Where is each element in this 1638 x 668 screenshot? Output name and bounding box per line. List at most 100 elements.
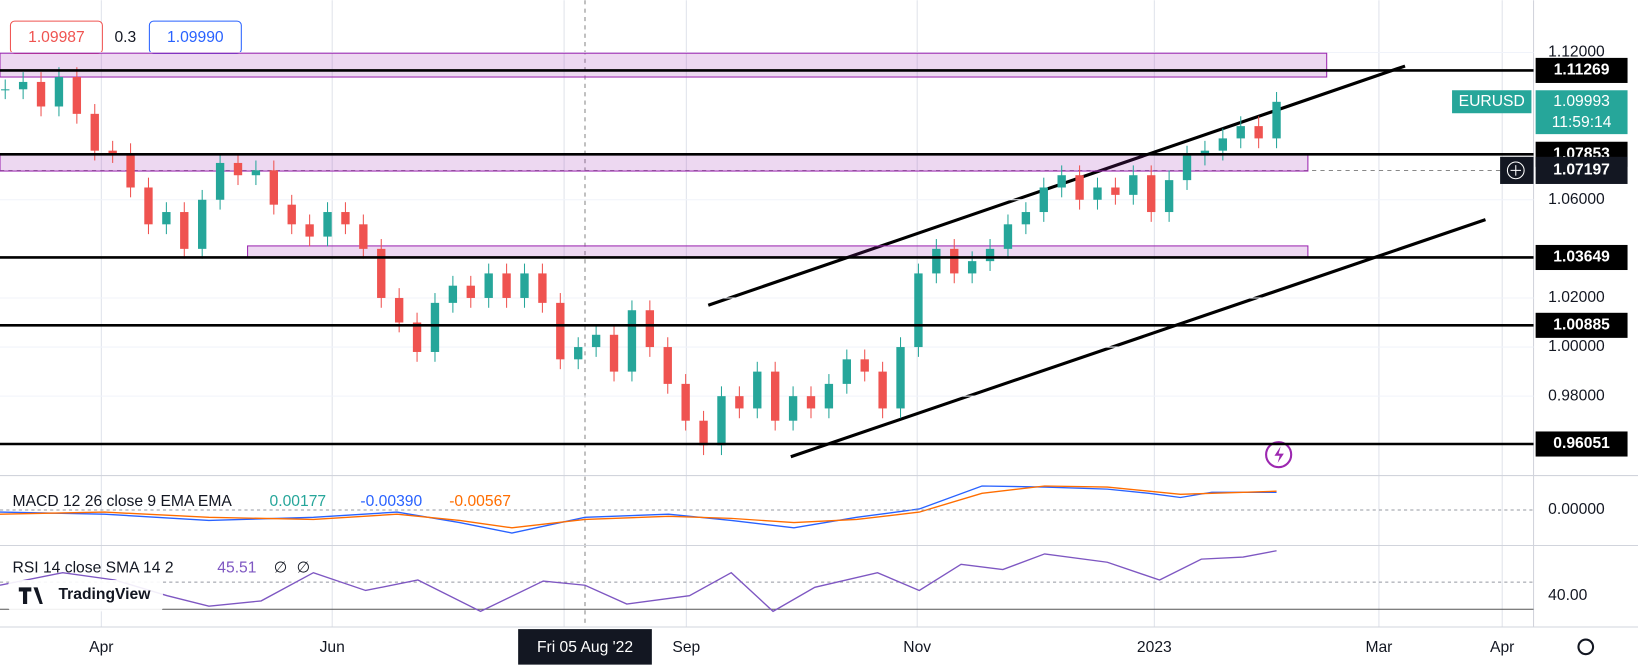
level-label-box	[1535, 312, 1628, 338]
y-tick-label: 1.12000	[1548, 44, 1605, 61]
candle	[753, 371, 762, 409]
last-price: 1.09993	[1553, 93, 1610, 110]
settings-icon[interactable]	[1577, 638, 1595, 656]
rsi-ma: ∅	[274, 560, 288, 577]
y-tick-label: 1.02000	[1548, 289, 1605, 306]
candle	[538, 273, 547, 303]
crosshair-time-box	[518, 629, 652, 665]
crosshair-plus-sign	[1510, 165, 1521, 176]
symbol-name: EURUSD	[1459, 93, 1525, 110]
candle	[556, 302, 565, 360]
candle	[1129, 175, 1138, 195]
candle	[466, 285, 475, 298]
candle	[448, 285, 458, 303]
candle	[430, 302, 440, 352]
candle	[985, 248, 995, 262]
grid	[0, 0, 1534, 628]
candle	[54, 77, 64, 107]
signal-line	[0, 485, 1277, 529]
time-label: Nov	[903, 639, 931, 656]
level-label-box	[1535, 57, 1628, 83]
trend-line[interactable]	[790, 218, 1486, 459]
rsi-axis: 40.00	[1548, 587, 1587, 604]
time-label: Apr	[89, 639, 113, 656]
candle	[198, 199, 207, 249]
macd-title: MACD 12 26 close 9 EMA EMA	[13, 493, 233, 510]
trend-line[interactable]	[707, 64, 1406, 307]
time-label: Apr	[1490, 639, 1514, 656]
candle	[1039, 187, 1048, 213]
time-label: Mar	[1365, 639, 1392, 656]
candle	[144, 187, 153, 225]
candle	[1003, 224, 1013, 249]
crosshair-price: 1.07197	[1553, 162, 1610, 179]
y-tick-label: 1.06000	[1548, 191, 1605, 208]
candle	[126, 153, 135, 188]
candle	[645, 310, 655, 348]
candle	[1218, 138, 1228, 151]
candle	[788, 396, 798, 421]
candle	[699, 420, 708, 446]
zone[interactable]	[0, 52, 1328, 78]
candle	[842, 359, 851, 384]
alert-bolt	[1274, 446, 1284, 464]
macd-hist: 0.00177	[270, 493, 327, 510]
price-box	[1535, 90, 1628, 135]
level-label-box	[1535, 244, 1628, 271]
candle	[72, 77, 82, 114]
time-label: Fri 05 Aug '22	[537, 639, 633, 656]
candle	[1164, 180, 1174, 213]
candle	[824, 383, 834, 409]
candle	[502, 273, 511, 298]
logo[interactable]: TradingView	[59, 586, 152, 603]
candle	[269, 170, 278, 205]
candle	[287, 204, 296, 225]
time-label: 2023	[1137, 639, 1172, 656]
candle	[591, 334, 601, 348]
candle	[717, 396, 726, 446]
rsi-ma: ∅	[297, 560, 311, 577]
candle	[1147, 175, 1156, 213]
zone[interactable]	[247, 245, 1309, 258]
level-label: 1.03649	[1553, 249, 1610, 266]
candle	[1272, 101, 1281, 139]
zone[interactable]	[0, 153, 1309, 172]
candle	[1, 89, 10, 91]
candle	[878, 371, 887, 409]
candle	[932, 248, 941, 274]
candle	[215, 162, 225, 200]
level-label: 0.96051	[1553, 435, 1610, 452]
logo-icon[interactable]	[18, 587, 43, 605]
candle	[1075, 175, 1084, 200]
level-label-box	[1535, 431, 1628, 457]
candle	[180, 212, 189, 249]
candle	[1093, 187, 1102, 200]
candle	[771, 371, 780, 421]
candle	[484, 273, 493, 298]
spread: 0.3	[114, 29, 136, 46]
crosshair-plus[interactable]	[1506, 161, 1525, 180]
candle	[520, 273, 529, 298]
candle	[914, 273, 923, 348]
crosshair-price-box	[1535, 156, 1628, 184]
rsi-title: RSI 14 close SMA 14 2	[13, 560, 174, 577]
level-label: 1.11269	[1554, 62, 1610, 79]
candle	[412, 322, 422, 352]
time-label: Sep	[672, 639, 700, 656]
level-label: 1.00885	[1553, 316, 1610, 333]
candle	[1111, 187, 1120, 195]
macd-value: -0.00390	[360, 493, 422, 510]
candle	[950, 248, 959, 274]
rsi-line	[0, 550, 1277, 613]
candle	[896, 347, 905, 409]
logo-bg	[8, 580, 163, 612]
candle	[609, 334, 619, 372]
macd-signal: -0.00567	[449, 493, 511, 510]
candle	[377, 248, 386, 298]
candle	[1182, 155, 1192, 181]
candle	[305, 224, 314, 237]
macd-axis: 0.00000	[1548, 501, 1605, 518]
candle	[681, 383, 690, 421]
candle	[108, 150, 117, 154]
